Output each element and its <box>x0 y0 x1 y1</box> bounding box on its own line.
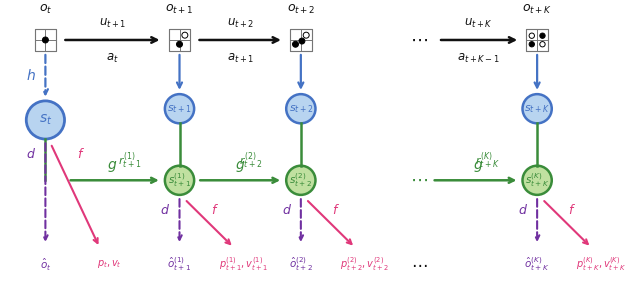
Ellipse shape <box>26 101 65 139</box>
Ellipse shape <box>540 41 545 47</box>
Text: $s_{t+2}$: $s_{t+2}$ <box>289 103 313 114</box>
Text: $s_{t+2}^{(2)}$: $s_{t+2}^{(2)}$ <box>289 171 312 189</box>
Text: $\hat{o}_{t+2}^{(2)}$: $\hat{o}_{t+2}^{(2)}$ <box>289 255 313 274</box>
Text: $s_{t+1}^{(1)}$: $s_{t+1}^{(1)}$ <box>168 171 191 189</box>
Text: $g$: $g$ <box>108 159 118 174</box>
Bar <box>527 29 548 51</box>
Ellipse shape <box>299 38 305 44</box>
Ellipse shape <box>292 41 298 47</box>
Text: $g$: $g$ <box>473 159 483 174</box>
Ellipse shape <box>42 37 49 43</box>
Bar <box>169 29 190 51</box>
Ellipse shape <box>286 166 316 195</box>
Ellipse shape <box>165 166 194 195</box>
Ellipse shape <box>522 94 552 123</box>
Ellipse shape <box>529 33 534 38</box>
Ellipse shape <box>303 32 309 38</box>
Text: $r_{t+1}^{(1)}$: $r_{t+1}^{(1)}$ <box>118 150 141 171</box>
Text: $o_{t+1}$: $o_{t+1}$ <box>165 3 194 16</box>
Text: $a_t$: $a_t$ <box>106 52 119 65</box>
Text: $\hat{o}_{t+1}^{(1)}$: $\hat{o}_{t+1}^{(1)}$ <box>168 255 191 274</box>
Text: $\cdots$: $\cdots$ <box>411 255 428 274</box>
Text: $h$: $h$ <box>26 68 36 83</box>
Text: $g$: $g$ <box>235 159 245 174</box>
Text: $o_{t+2}$: $o_{t+2}$ <box>287 3 315 16</box>
Text: $u_{t+2}$: $u_{t+2}$ <box>227 17 254 30</box>
Text: $o_t$: $o_t$ <box>39 3 52 16</box>
Text: $a_{t+1}$: $a_{t+1}$ <box>227 52 253 65</box>
Bar <box>290 29 312 51</box>
Text: $f$: $f$ <box>77 147 84 162</box>
Text: $r_{t+K}^{(K)}$: $r_{t+K}^{(K)}$ <box>475 150 500 171</box>
Text: $p_{t+K}^{(K)}, v_{t+K}^{(K)}$: $p_{t+K}^{(K)}, v_{t+K}^{(K)}$ <box>575 255 627 273</box>
Ellipse shape <box>522 166 552 195</box>
Text: $s_{t+K}^{(K)}$: $s_{t+K}^{(K)}$ <box>525 171 549 189</box>
Text: $a_{t+K-1}$: $a_{t+K-1}$ <box>457 52 499 65</box>
Ellipse shape <box>529 41 534 47</box>
Text: $r_{t+2}^{(2)}$: $r_{t+2}^{(2)}$ <box>239 150 263 171</box>
Text: $f$: $f$ <box>211 203 219 217</box>
Bar <box>35 29 56 51</box>
Text: $\cdots$: $\cdots$ <box>410 171 428 189</box>
Text: $d$: $d$ <box>282 203 292 217</box>
Ellipse shape <box>177 41 182 47</box>
Text: $o_{t+K}$: $o_{t+K}$ <box>522 3 552 16</box>
Text: $\cdots$: $\cdots$ <box>410 31 428 49</box>
Ellipse shape <box>182 32 188 38</box>
Text: $p_{t+2}^{(2)}, v_{t+2}^{(2)}$: $p_{t+2}^{(2)}, v_{t+2}^{(2)}$ <box>340 255 389 273</box>
Text: $s_{t+K}$: $s_{t+K}$ <box>524 103 550 114</box>
Ellipse shape <box>540 33 545 38</box>
Text: $\hat{o}_t$: $\hat{o}_t$ <box>40 256 51 272</box>
Ellipse shape <box>286 94 316 123</box>
Text: $d$: $d$ <box>26 147 36 162</box>
Text: $u_{t+K}$: $u_{t+K}$ <box>464 17 492 30</box>
Ellipse shape <box>165 94 194 123</box>
Text: $s_t$: $s_t$ <box>39 113 52 127</box>
Text: $f$: $f$ <box>332 203 340 217</box>
Text: $f$: $f$ <box>568 203 576 217</box>
Text: $p_t, v_t$: $p_t, v_t$ <box>97 259 122 270</box>
Text: $p_{t+1}^{(1)}, v_{t+1}^{(1)}$: $p_{t+1}^{(1)}, v_{t+1}^{(1)}$ <box>219 255 268 273</box>
Text: $\hat{o}_{t+K}^{(K)}$: $\hat{o}_{t+K}^{(K)}$ <box>524 255 550 274</box>
Text: $d$: $d$ <box>161 203 170 217</box>
Text: $u_{t+1}$: $u_{t+1}$ <box>99 17 126 30</box>
Text: $s_{t+1}$: $s_{t+1}$ <box>167 103 192 114</box>
Text: $d$: $d$ <box>518 203 528 217</box>
